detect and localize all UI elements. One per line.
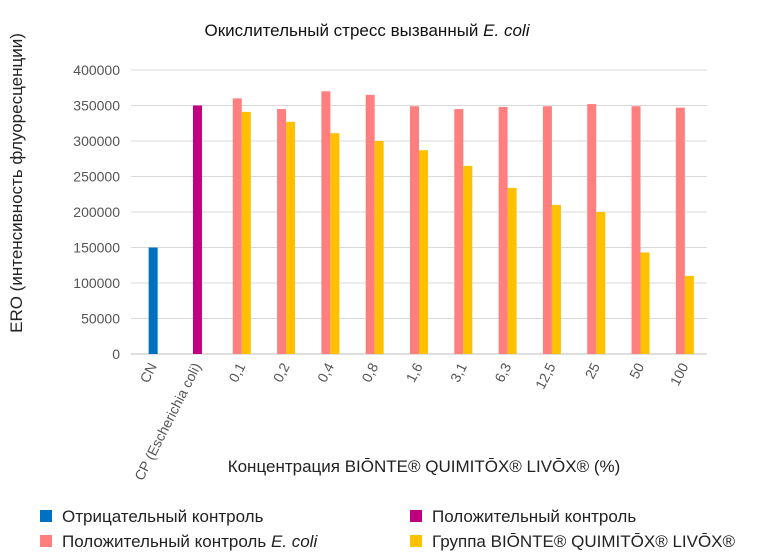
legend-swatch bbox=[410, 535, 422, 547]
bar-series1-1 bbox=[192, 105, 202, 354]
bar-series3-11 bbox=[640, 252, 650, 354]
bar-series3-5 bbox=[374, 141, 384, 354]
x-category-label: 0,4 bbox=[314, 360, 337, 385]
bar-series3-6 bbox=[419, 150, 428, 354]
y-axis-title: ERO (интенсивность флуоресценции) bbox=[7, 33, 26, 333]
legend-swatch bbox=[40, 510, 52, 522]
bar-series2-5 bbox=[365, 94, 375, 354]
bar-series2-7 bbox=[454, 109, 464, 354]
bar-series2-2 bbox=[232, 98, 242, 355]
y-tick-label: 250000 bbox=[73, 169, 120, 185]
x-category-label: 0,2 bbox=[270, 360, 293, 385]
x-category-label: 100 bbox=[667, 360, 692, 388]
bar-series3-12 bbox=[684, 275, 694, 354]
legend-item-positive-control-ecoli: Положительный контроль E. coli bbox=[40, 532, 317, 552]
bar-series2-9 bbox=[542, 106, 552, 355]
x-category-label: 1,6 bbox=[403, 360, 426, 385]
x-category-label: 25 bbox=[582, 360, 603, 381]
bar-series2-6 bbox=[410, 106, 419, 355]
bar-series3-2 bbox=[241, 111, 251, 354]
bar-series3-7 bbox=[463, 165, 473, 354]
y-tick-label: 150000 bbox=[73, 240, 120, 256]
bar-series2-4 bbox=[321, 91, 331, 355]
legend-swatch bbox=[410, 510, 422, 522]
y-tick-label: 350000 bbox=[73, 98, 120, 114]
x-category-label: 6,3 bbox=[491, 360, 514, 385]
bar-series3-4 bbox=[330, 133, 340, 354]
bar-series3-8 bbox=[507, 187, 517, 354]
bar-series3-3 bbox=[286, 121, 296, 354]
x-category-label: 0,1 bbox=[225, 360, 248, 385]
x-category-label: 50 bbox=[626, 360, 647, 381]
bar-series2-10 bbox=[587, 104, 597, 354]
legend-item-positive-control: Положительный контроль bbox=[410, 507, 636, 527]
y-axis-ticks: 0 50000 100000 150000 200000 250000 300000 3500… bbox=[73, 62, 120, 362]
bars bbox=[148, 91, 694, 355]
y-tick-label: 50000 bbox=[81, 311, 120, 327]
legend-item-negative-control: Отрицательный контроль bbox=[40, 507, 263, 527]
y-tick-label: 100000 bbox=[73, 275, 120, 291]
bar-series2-12 bbox=[675, 107, 685, 354]
x-axis-title: Концентрация BIŌNTE® QUIMITŌX® LIVŌX® (%… bbox=[228, 457, 621, 476]
legend-item-bionte-group: Группа BIŌNTE® QUIMITŌX® LIVŌX® bbox=[410, 532, 735, 552]
y-tick-label: 200000 bbox=[73, 204, 120, 220]
x-category-label: 12,5 bbox=[532, 360, 559, 392]
y-tick-label: 400000 bbox=[73, 62, 120, 78]
y-tick-label: 0 bbox=[112, 346, 120, 362]
chart-title: Окислительный стресс вызванный E. coli bbox=[205, 21, 531, 40]
legend-swatch bbox=[40, 535, 52, 547]
bar-series3-10 bbox=[596, 212, 606, 354]
bar-series2-3 bbox=[277, 109, 287, 354]
x-category-label: 3,1 bbox=[447, 360, 470, 385]
bar-series0-0 bbox=[148, 247, 158, 354]
bar-series2-11 bbox=[631, 106, 641, 355]
y-tick-label: 300000 bbox=[73, 133, 120, 149]
x-category-label: 0,8 bbox=[358, 360, 381, 385]
bar-series2-8 bbox=[498, 106, 508, 354]
x-category-label: CN bbox=[136, 360, 159, 385]
bar-series3-9 bbox=[551, 204, 561, 354]
